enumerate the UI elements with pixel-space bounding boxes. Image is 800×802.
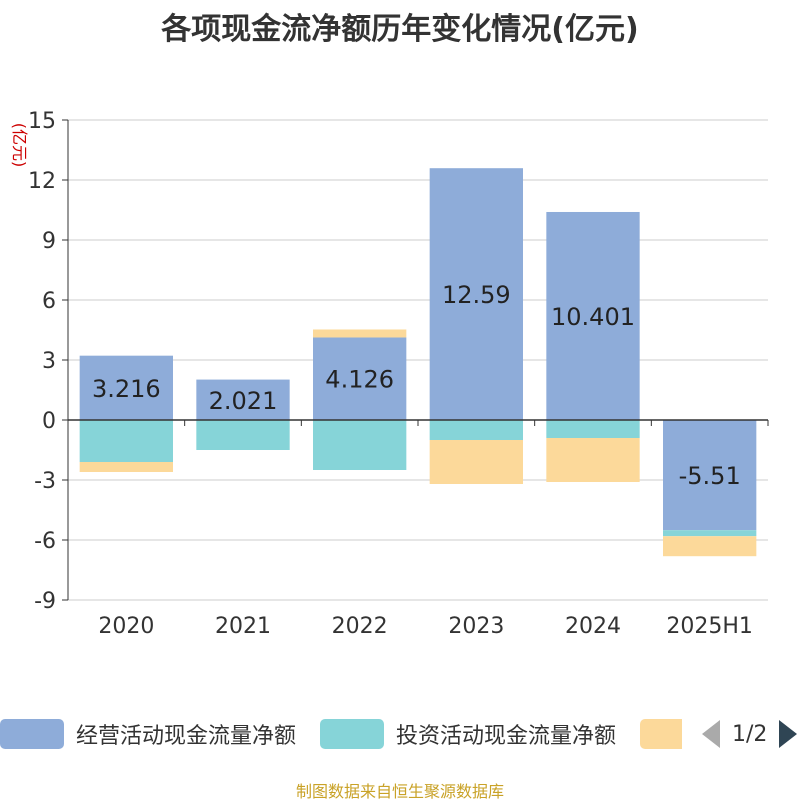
bar-2023-series2 (429, 440, 523, 484)
bar-2024-series1 (546, 420, 640, 438)
bar-2025H1-series0 (663, 420, 757, 531)
legend-swatch-investing (320, 719, 384, 749)
chart-title: 各项现金流净额历年变化情况(亿元) (161, 12, 639, 47)
bar-2020-series0 (79, 355, 173, 420)
legend-swatch-financing (640, 719, 682, 749)
y-tick-label: -9 (34, 589, 56, 614)
legend-item-financing[interactable] (640, 712, 694, 756)
y-tick-label: 12 (28, 169, 56, 194)
bar-2021-series0 (196, 379, 290, 420)
grid-lines (68, 119, 768, 601)
data-label: -5.51 (679, 462, 741, 490)
y-tick-label: 0 (42, 409, 56, 434)
x-tick-label: 2025H1 (666, 614, 753, 639)
bar-2022-series1 (313, 420, 407, 470)
bar-2022-series0 (313, 337, 407, 420)
bar-2025H1-series1 (663, 530, 757, 537)
y-tick-label: -6 (34, 529, 56, 554)
bar-2020-series2 (79, 462, 173, 472)
y-tick-label: 9 (42, 229, 56, 254)
data-label: 12.59 (442, 281, 511, 309)
bar-2020-series1 (79, 420, 173, 462)
y-tick-label: 15 (28, 109, 56, 134)
x-tick-label: 2024 (565, 614, 621, 639)
bar-2023-series0 (429, 168, 523, 420)
data-labels: 3.216 2.021 4.126 12.59 10.401 -5.51 (92, 281, 741, 490)
bar-2024-series0 (546, 211, 640, 420)
y-tick-label: 3 (42, 349, 56, 374)
legend-label-investing: 投资活动现金流量净额 (396, 724, 617, 749)
legend-item-operating[interactable]: 经营活动现金流量净额 (0, 712, 296, 756)
legend: 经营活动现金流量净额 投资活动现金流量净额 1/2 (0, 712, 800, 756)
x-tick-label: 2020 (98, 614, 154, 639)
bar-2025H1-series2 (663, 536, 757, 557)
y-axis-label: (亿元) (10, 123, 29, 168)
x-tick-label: 2023 (448, 614, 504, 639)
data-label: 10.401 (551, 303, 635, 331)
legend-item-investing[interactable]: 投资活动现金流量净额 (320, 712, 616, 756)
y-tick-label: 6 (42, 289, 56, 314)
y-tick-label: -3 (34, 469, 56, 494)
legend-prev-arrow-icon[interactable] (702, 720, 720, 748)
legend-pager: 1/2 (702, 712, 798, 756)
source-note: 制图数据来自恒生聚源数据库 (295, 782, 504, 801)
x-tick-label: 2021 (215, 614, 271, 639)
x-tick-label: 2022 (332, 614, 388, 639)
legend-page-indicator: 1/2 (732, 721, 768, 747)
bar-2023-series1 (429, 420, 523, 440)
axes: -9 -6 -3 0 3 6 9 12 15(亿元) 2020 2021 2022 2023 2024 20… (10, 109, 769, 639)
bar-2022-series2 (313, 329, 407, 338)
chart-plot: -9 -6 -3 0 3 6 9 12 15(亿元) 2020 2021 2022 2023 2024 20… (10, 109, 769, 639)
data-label: 2.021 (209, 387, 278, 415)
bar-2024-series2 (546, 438, 640, 482)
data-label: 4.126 (325, 366, 394, 394)
bar-2021-series1 (196, 420, 290, 450)
legend-swatch-operating (0, 719, 64, 749)
legend-next-arrow-icon[interactable] (779, 720, 798, 748)
bars (79, 168, 757, 557)
data-label: 3.216 (92, 375, 161, 403)
legend-label-operating: 经营活动现金流量净额 (76, 724, 297, 749)
